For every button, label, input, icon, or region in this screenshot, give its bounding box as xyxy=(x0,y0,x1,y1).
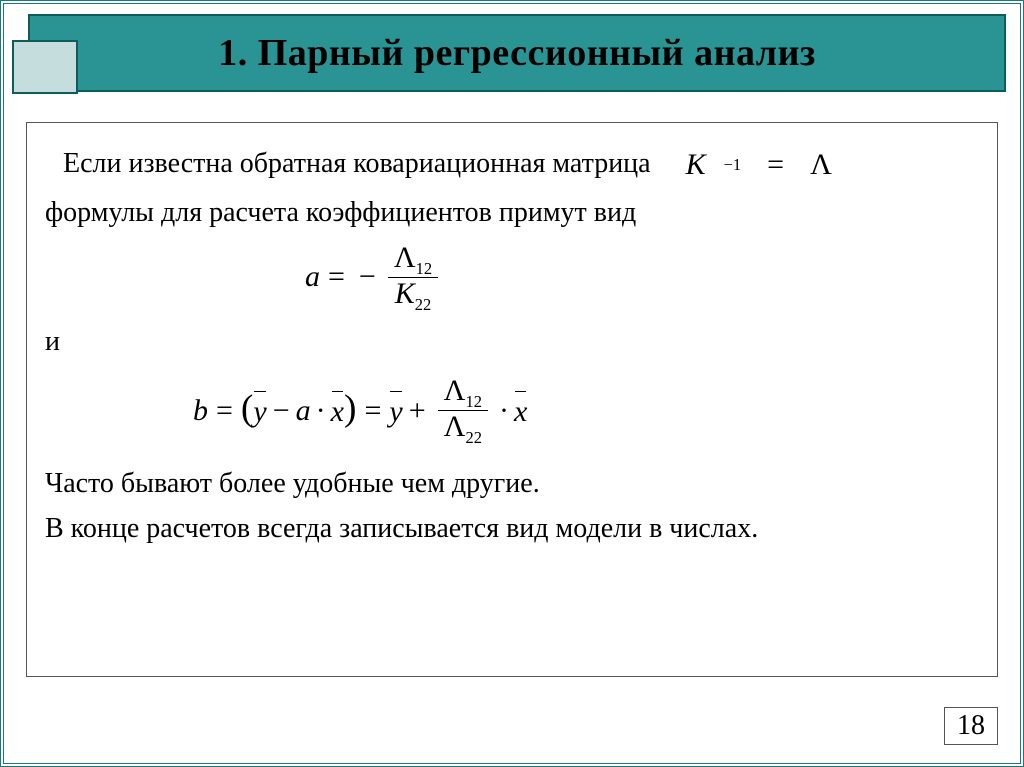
num-Lambda: Λ xyxy=(394,241,416,274)
paragraph-1: Если известна обратная ковариационная ма… xyxy=(45,145,979,186)
text-line-2: формулы для расчета коэффициентов примут… xyxy=(45,197,636,228)
frac-b-den: Λ22 xyxy=(438,411,488,446)
dot-2: · xyxy=(499,391,509,432)
dot-1: · xyxy=(316,391,326,432)
bnum-Lambda: Λ xyxy=(444,374,466,407)
num-sub-12: 12 xyxy=(416,259,433,278)
page-number-box: 18 xyxy=(944,707,998,745)
sym-a: a xyxy=(305,257,320,298)
formula-a: a = − Λ12 K22 xyxy=(305,242,979,314)
text-line-5: Часто бывают более удобные чем другие. xyxy=(45,468,540,499)
frac-b: Λ12 Λ22 xyxy=(438,375,488,447)
ybar-2: y xyxy=(389,390,402,433)
eq-b2: = xyxy=(365,391,382,432)
paragraph-6: В конце расчетов всегда записывается вид… xyxy=(45,510,979,548)
frac-a-num: Λ12 xyxy=(388,242,438,278)
ybar-bar2: y xyxy=(389,390,402,433)
minus-a: − xyxy=(359,257,376,298)
bden-sub: 22 xyxy=(465,428,482,447)
paragraph-5: Часто бывают более удобные чем другие. xyxy=(45,465,979,503)
den-sub-22: 22 xyxy=(415,295,432,314)
xbar-1: x xyxy=(331,390,344,433)
frac-b-num: Λ12 xyxy=(438,375,488,411)
header-bar: 1. Парный регрессионный анализ xyxy=(28,14,1006,92)
den-K: K xyxy=(395,277,415,310)
xbar-bar2: x xyxy=(514,390,527,433)
page-number: 18 xyxy=(957,710,985,741)
bnum-sub: 12 xyxy=(465,392,482,411)
rparen: ) xyxy=(344,384,357,435)
frac-a-den: K22 xyxy=(389,278,438,313)
text-line-6: В конце расчетов всегда записывается вид… xyxy=(45,513,758,544)
paragraph-and: и xyxy=(45,323,979,361)
content-frame: Если известна обратная ковариационная ма… xyxy=(26,122,998,677)
eq-a: = xyxy=(328,257,345,298)
sym-b: b xyxy=(193,391,208,432)
paragraph-2: формулы для расчета коэффициентов примут… xyxy=(45,194,979,232)
frac-a: Λ12 K22 xyxy=(388,242,438,314)
plus-b: + xyxy=(409,391,426,432)
text-line-1a: Если известна обратная ковариационная ма… xyxy=(63,148,651,179)
xbar-bar: x xyxy=(331,390,344,433)
eq-b1: = xyxy=(216,391,233,432)
sym-K: K xyxy=(668,145,706,186)
bden-Lambda: Λ xyxy=(444,410,466,443)
eq-sign: = xyxy=(749,145,784,186)
text-and: и xyxy=(45,326,60,357)
corner-accent-box xyxy=(12,40,78,94)
minus-b: − xyxy=(273,391,290,432)
sup-minus1: −1 xyxy=(706,154,742,176)
page-title: 1. Парный регрессионный анализ xyxy=(218,31,816,75)
xbar-2: x xyxy=(514,390,527,433)
ybar-1: y xyxy=(253,390,266,433)
formula-inline-kinv: K−1 = Λ xyxy=(668,145,832,186)
lparen: ( xyxy=(241,384,254,435)
sym-Lambda: Λ xyxy=(792,145,832,186)
sym-a2: a xyxy=(296,391,311,432)
formula-b: b = ( y − a · x ) = y + Λ12 Λ22 · x xyxy=(193,375,979,447)
slide-frame: 1. Парный регрессионный анализ Если изве… xyxy=(0,0,1024,767)
ybar-bar: y xyxy=(253,390,266,433)
